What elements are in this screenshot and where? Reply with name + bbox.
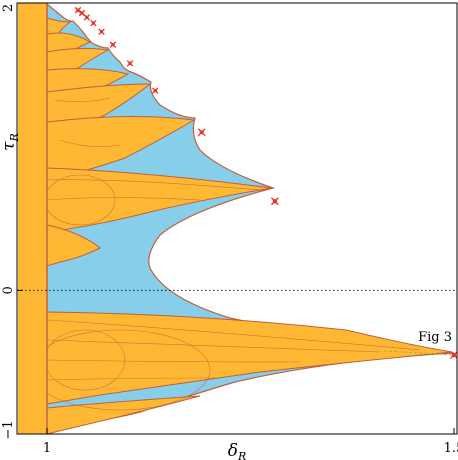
x-tick-label: 1 <box>43 441 51 456</box>
orange-lobe-8 <box>46 224 101 267</box>
marker-point <box>90 19 97 27</box>
x-axis-ticks: 11.5 <box>43 428 458 456</box>
plot-frame <box>16 2 458 435</box>
x-axis-label: δR <box>228 441 247 460</box>
marker-point <box>74 6 82 14</box>
marker-point <box>270 197 279 206</box>
orange-lobe-7 <box>46 167 273 233</box>
orange-left-band <box>18 3 47 434</box>
marker-point <box>78 9 86 17</box>
orange-texture <box>29 97 421 411</box>
y-tick-label: 0 <box>1 286 16 294</box>
y-tick-label: 2 <box>1 4 16 12</box>
marked-points <box>74 6 457 359</box>
marker-point <box>450 351 457 359</box>
marker-point <box>126 60 134 67</box>
y-axis-label: τR <box>0 133 21 151</box>
marker-point <box>152 87 159 94</box>
marker-point <box>109 41 117 48</box>
marker-point <box>98 28 105 35</box>
fig3-guide-line <box>383 350 455 356</box>
y-axis-ticks: −1 0 2 <box>1 2 23 440</box>
marker-point <box>197 128 206 137</box>
plot-area <box>17 3 457 434</box>
fig3-annotation: Fig 3 <box>418 330 452 345</box>
y-tick-label: −1 <box>1 420 16 439</box>
x-tick-label: 1.5 <box>444 441 458 456</box>
orange-lower-region <box>46 311 453 405</box>
